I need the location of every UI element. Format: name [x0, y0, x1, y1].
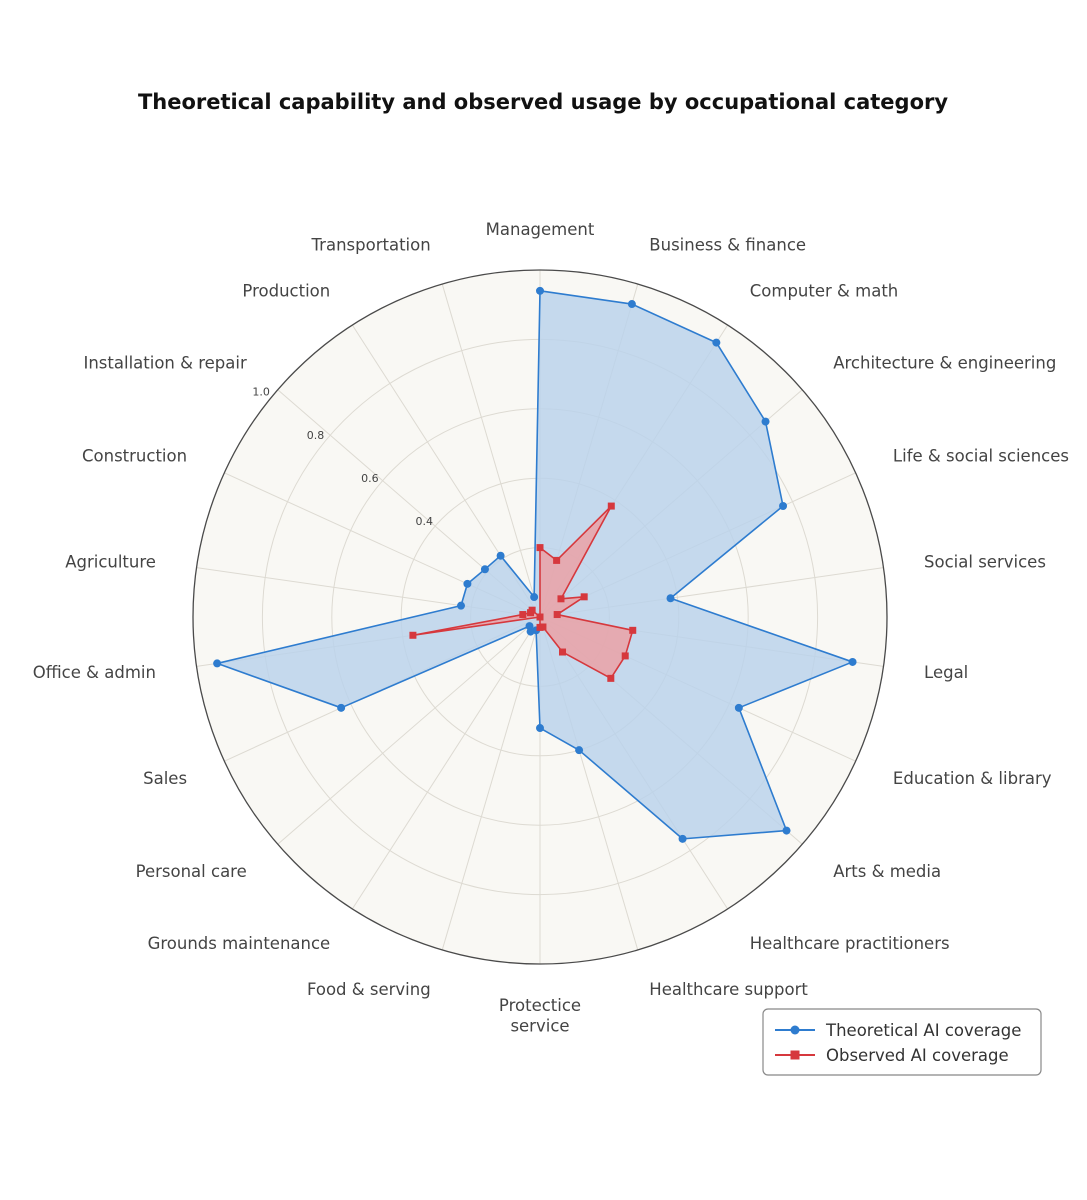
data-point-theoretical-ai-coverage-agriculture: [457, 601, 466, 610]
category-label-personal-care: Personal care: [136, 862, 247, 881]
category-label-transportation: Transportation: [311, 235, 431, 254]
data-point-observed-ai-coverage-office-and-admin: [409, 631, 417, 639]
category-label-installation-and-repair: Installation & repair: [83, 354, 246, 373]
legend-observed-marker: [790, 1050, 800, 1060]
data-point-observed-ai-coverage-social-services: [553, 611, 561, 619]
category-label-construction: Construction: [82, 447, 187, 466]
data-point-theoretical-ai-coverage-production: [496, 551, 505, 560]
grid-spoke: [441, 283, 541, 618]
data-point-theoretical-ai-coverage-sales: [337, 703, 346, 712]
data-point-theoretical-ai-coverage-construction: [463, 579, 472, 588]
data-point-theoretical-ai-coverage-social-services: [666, 594, 675, 603]
data-point-observed-ai-coverage-business-and-finance: [553, 556, 561, 564]
data-point-observed-ai-coverage-agriculture: [519, 611, 527, 619]
grid-spoke: [351, 616, 541, 910]
data-point-observed-ai-coverage-healthcare-practitioners: [559, 648, 567, 656]
radial-tick-labels: 0.4 0.6 0.8 1.0: [252, 386, 433, 528]
data-point-theoretical-ai-coverage-legal: [848, 657, 857, 666]
legend-box: [762, 1008, 1042, 1076]
category-label-management: Management: [486, 220, 595, 239]
data-point-observed-ai-coverage-architecture-and-engineering: [557, 595, 565, 603]
data-point-theoretical-ai-coverage-education-and-library: [734, 703, 743, 712]
category-label-sales: Sales: [143, 769, 187, 788]
data-point-theoretical-ai-coverage-office-and-admin: [213, 659, 222, 668]
data-point-theoretical-ai-coverage-computer-and-math: [712, 338, 721, 347]
data-point-observed-ai-coverage-legal: [629, 626, 637, 634]
legend-theoretical-marker: [790, 1025, 800, 1035]
category-label-healthcare-support: Healthcare support: [649, 980, 808, 999]
category-label-protectice-service: Protectice service: [499, 996, 581, 1036]
category-label-agriculture: Agriculture: [65, 553, 156, 572]
category-label-architecture-and-engineering: Architecture & engineering: [833, 354, 1056, 373]
legend-observed-label: Observed AI coverage: [826, 1046, 1009, 1065]
data-point-theoretical-ai-coverage-personal-care: [525, 622, 534, 631]
radial-tick-label: 0.6: [361, 472, 379, 485]
data-point-theoretical-ai-coverage-architecture-and-engineering: [761, 417, 770, 426]
category-label-office-and-admin: Office & admin: [33, 663, 156, 682]
category-label-legal: Legal: [924, 663, 968, 682]
category-label-arts-and-media: Arts & media: [833, 862, 941, 881]
data-point-theoretical-ai-coverage-management: [536, 286, 544, 295]
data-point-observed-ai-coverage-life-and-social-sciences: [580, 593, 588, 601]
grid-spoke: [277, 616, 541, 845]
radial-tick-label: 0.8: [307, 429, 325, 442]
data-point-observed-ai-coverage-arts-and-media: [607, 674, 615, 682]
category-labels: Management Business & finance Computer & m…: [33, 220, 1069, 1036]
category-label-food-and-serving: Food & serving: [307, 980, 431, 999]
radial-tick-label: 0.4: [415, 515, 433, 528]
data-point-theoretical-ai-coverage-transportation: [530, 593, 539, 602]
data-point-theoretical-ai-coverage-protectice-service: [536, 724, 544, 733]
data-point-theoretical-ai-coverage-healthcare-practitioners: [678, 834, 687, 843]
category-label-computer-and-math: Computer & math: [750, 281, 899, 300]
data-point-theoretical-ai-coverage-arts-and-media: [782, 826, 791, 835]
data-point-theoretical-ai-coverage-healthcare-support: [575, 746, 584, 755]
category-label-healthcare-practitioners: Healthcare practitioners: [750, 934, 950, 953]
data-point-observed-ai-coverage-protectice-service: [536, 623, 544, 631]
chart-title: Theoretical capability and observed usag…: [138, 90, 948, 114]
category-label-education-and-library: Education & library: [893, 769, 1052, 788]
data-point-observed-ai-coverage-transportation: [536, 613, 544, 621]
data-point-theoretical-ai-coverage-life-and-social-sciences: [779, 502, 788, 511]
category-label-production: Production: [242, 281, 330, 300]
data-point-observed-ai-coverage-installation-and-repair: [528, 606, 536, 614]
data-point-theoretical-ai-coverage-business-and-finance: [627, 300, 636, 309]
data-point-observed-ai-coverage-management: [536, 544, 544, 552]
data-point-observed-ai-coverage-education-and-library: [621, 652, 629, 660]
legend-theoretical-label: Theoretical AI coverage: [825, 1021, 1021, 1040]
legend: Theoretical AI coverage Observed AI cove…: [762, 1008, 1042, 1076]
category-label-business-and-finance: Business & finance: [649, 235, 806, 254]
series-observed-ai-coverage: [409, 502, 637, 682]
plot-area: 0.4 0.6 0.8 1.0: [192, 269, 888, 965]
category-label-social-services: Social services: [924, 553, 1046, 572]
plot-border: [192, 269, 888, 965]
data-point-theoretical-ai-coverage-installation-and-repair: [480, 565, 489, 574]
series-theoretical-ai-coverage: [213, 286, 857, 843]
category-label-life-and-social-sciences: Life & social sciences: [893, 447, 1069, 466]
data-point-observed-ai-coverage-computer-and-math: [607, 502, 615, 510]
radial-tick-label: 1.0: [252, 386, 270, 399]
grid-spoke: [441, 616, 541, 951]
category-label-grounds-maintenance: Grounds maintenance: [148, 934, 331, 953]
series-layer: [213, 286, 857, 843]
